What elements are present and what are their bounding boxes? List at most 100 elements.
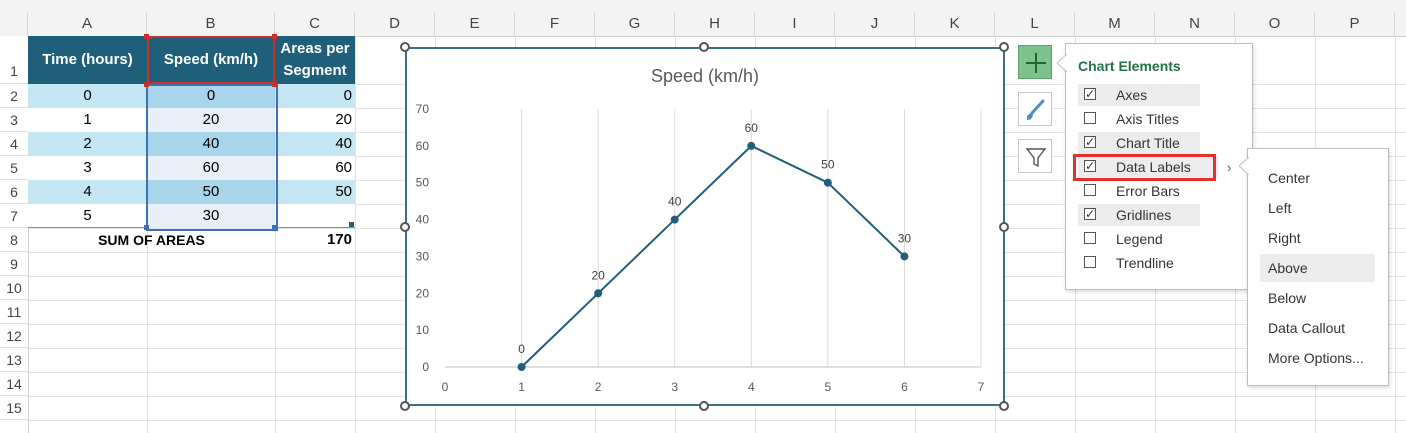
table-resize-handle[interactable]	[349, 222, 354, 227]
chart-element-axis-titles[interactable]: Axis Titles	[1078, 108, 1200, 130]
column-header-m[interactable]: M	[1075, 12, 1155, 36]
cell-a5[interactable]: 3	[28, 156, 147, 180]
checkbox-empty-icon[interactable]	[1084, 232, 1096, 244]
column-header-h[interactable]: H	[675, 12, 755, 36]
column-header-a[interactable]: A	[28, 12, 147, 36]
row-header[interactable]: 9	[0, 252, 28, 276]
menu-item-left[interactable]: Left	[1268, 200, 1292, 216]
menu-item-right[interactable]: Right	[1268, 230, 1301, 246]
menu-item-more-options[interactable]: More Options...	[1268, 350, 1364, 366]
chart-element-trendline[interactable]: Trendline	[1078, 252, 1200, 274]
column-header-d[interactable]: D	[355, 12, 435, 36]
selection-handle[interactable]	[272, 82, 277, 87]
row-header[interactable]: 5	[0, 156, 28, 180]
line-chart[interactable]: Speed (km/h) 0 10 20 30 40 50 60 70 0 1 2 3 4 5 6 7 0 2…	[405, 47, 1005, 406]
sum-value[interactable]: 170	[326, 231, 352, 248]
resize-handle-bottom[interactable]	[699, 401, 709, 411]
select-all-corner[interactable]	[0, 12, 28, 36]
chart-elements-button[interactable]	[1018, 45, 1052, 79]
column-header-f[interactable]: F	[515, 12, 595, 36]
menu-item-data-callout[interactable]: Data Callout	[1268, 320, 1346, 336]
cell-a3[interactable]: 1	[28, 108, 147, 132]
checkbox-empty-icon[interactable]	[1084, 256, 1096, 268]
header-cell-areas[interactable]: Areas per Segment	[275, 36, 355, 84]
chart-element-chart-title[interactable]: ✓ Chart Title	[1078, 132, 1200, 154]
chart-element-error-bars[interactable]: Error Bars	[1078, 180, 1200, 202]
resize-handle-top-left[interactable]	[400, 42, 410, 52]
checkbox-empty-icon[interactable]	[1084, 112, 1096, 124]
resize-handle-left[interactable]	[400, 222, 410, 232]
cell-b6[interactable]: 50	[147, 180, 275, 204]
cell-c3[interactable]: 20	[275, 108, 355, 132]
menu-item-center[interactable]: Center	[1268, 170, 1311, 186]
cell-b2[interactable]: 0	[147, 84, 275, 108]
column-header-i[interactable]: I	[755, 12, 835, 36]
cell-b5[interactable]: 60	[147, 156, 275, 180]
checkbox-checked-icon[interactable]: ✓	[1084, 207, 1096, 221]
chart-element-data-labels[interactable]: ✓ Data Labels	[1078, 156, 1218, 178]
checkbox-checked-icon[interactable]: ✓	[1084, 87, 1096, 101]
chart-element-gridlines[interactable]: ✓ Gridlines	[1078, 204, 1200, 226]
cell-a6[interactable]: 4	[28, 180, 147, 204]
selection-handle[interactable]	[272, 34, 277, 39]
resize-handle-top[interactable]	[699, 42, 709, 52]
menu-item-above[interactable]: Above	[1260, 254, 1375, 282]
row-header[interactable]: 7	[0, 204, 28, 228]
column-header-g[interactable]: G	[595, 12, 675, 36]
column-header-o[interactable]: O	[1235, 12, 1315, 36]
row-header[interactable]: 10	[0, 276, 28, 300]
cell-c7[interactable]	[275, 204, 355, 228]
selection-handle[interactable]	[272, 225, 277, 230]
cell-c5[interactable]: 60	[275, 156, 355, 180]
row-header[interactable]: 4	[0, 132, 28, 156]
selection-handle[interactable]	[144, 34, 149, 39]
row-header[interactable]: 8	[0, 228, 28, 252]
checkbox-checked-icon[interactable]: ✓	[1084, 135, 1096, 149]
cell-a4[interactable]: 2	[28, 132, 147, 156]
header-cell-time[interactable]: Time (hours)	[28, 36, 147, 84]
column-header-l[interactable]: L	[995, 12, 1075, 36]
column-header-bar: A B C D E F G H I J K L M N O P	[0, 12, 1406, 37]
chart-styles-button[interactable]	[1018, 92, 1052, 126]
column-header-c[interactable]: C	[275, 12, 355, 36]
selection-handle[interactable]	[144, 225, 149, 230]
cell-b4[interactable]: 40	[147, 132, 275, 156]
sum-label[interactable]: SUM OF AREAS	[98, 232, 205, 248]
cell-b7[interactable]: 30	[147, 204, 275, 228]
column-header-b[interactable]: B	[147, 12, 275, 36]
header-cell-speed[interactable]: Speed (km/h)	[147, 36, 275, 84]
cell-a7[interactable]: 5	[28, 204, 147, 228]
column-header-e[interactable]: E	[435, 12, 515, 36]
resize-handle-bottom-left[interactable]	[400, 401, 410, 411]
chevron-right-icon[interactable]: ›	[1227, 160, 1232, 175]
row-header[interactable]: 1	[0, 36, 28, 84]
resize-handle-bottom-right[interactable]	[999, 401, 1009, 411]
cell-c4[interactable]: 40	[275, 132, 355, 156]
chart-element-axes[interactable]: ✓ Axes	[1078, 84, 1200, 106]
row-header[interactable]: 13	[0, 348, 28, 372]
cell-a2[interactable]: 0	[28, 84, 147, 108]
chart-title[interactable]: Speed (km/h)	[651, 66, 759, 86]
selection-handle[interactable]	[144, 82, 149, 87]
column-header-n[interactable]: N	[1155, 12, 1235, 36]
row-header[interactable]: 11	[0, 300, 28, 324]
chart-element-legend[interactable]: Legend	[1078, 228, 1200, 250]
row-header[interactable]: 14	[0, 372, 28, 396]
row-header[interactable]: 2	[0, 84, 28, 108]
chart-filters-button[interactable]	[1018, 139, 1052, 173]
row-header[interactable]: 6	[0, 180, 28, 204]
row-header[interactable]: 15	[0, 396, 28, 420]
column-header-p[interactable]: P	[1315, 12, 1395, 36]
cell-c2[interactable]: 0	[275, 84, 355, 108]
menu-item-below[interactable]: Below	[1268, 290, 1307, 306]
cell-c6[interactable]: 50	[275, 180, 355, 204]
resize-handle-right[interactable]	[999, 222, 1009, 232]
row-header[interactable]: 12	[0, 324, 28, 348]
checkbox-checked-icon[interactable]: ✓	[1084, 159, 1096, 173]
resize-handle-top-right[interactable]	[999, 42, 1009, 52]
column-header-k[interactable]: K	[915, 12, 995, 36]
checkbox-empty-icon[interactable]	[1084, 184, 1096, 196]
column-header-j[interactable]: J	[835, 12, 915, 36]
cell-b3[interactable]: 20	[147, 108, 275, 132]
row-header[interactable]: 3	[0, 108, 28, 132]
